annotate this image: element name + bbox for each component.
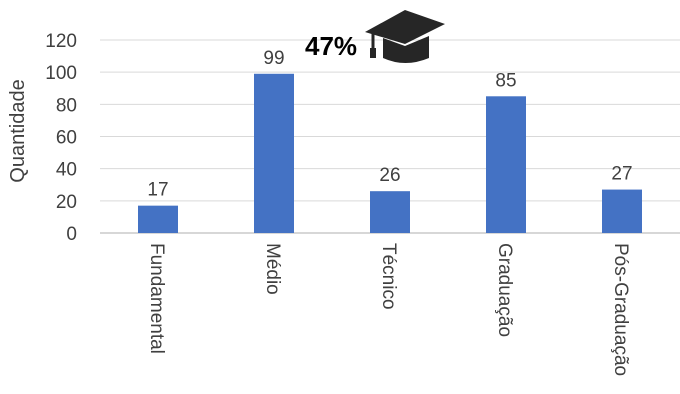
y-tick-label: 0 [66,224,77,245]
category-label: Pós-Graduação [610,243,631,376]
y-tick-label: 80 [56,95,77,116]
bar [138,205,178,233]
y-axis-label: Quantidade [7,79,29,182]
y-tick-label: 60 [56,128,77,149]
y-tick-label: 120 [45,31,77,52]
data-label: 26 [379,165,400,186]
category-label: Graduação [494,243,515,337]
y-tick-labels: 0 20 40 60 80 100 120 [45,31,77,245]
data-label: 27 [611,164,632,185]
gridlines [100,39,680,234]
bar [486,96,526,234]
category-label: Fundamental [146,243,167,354]
data-label: 99 [263,48,284,69]
bar [602,189,642,233]
bar [370,191,410,233]
data-label: 85 [495,70,516,91]
category-labels: Fundamental Médio Técnico Graduação Pós-Grad… [146,243,631,376]
bar [254,73,294,234]
bars [138,73,642,234]
y-tick-label: 20 [56,192,77,213]
category-label: Técnico [378,243,399,310]
data-label: 17 [147,180,168,201]
category-label: Médio [262,243,283,295]
y-tick-label: 40 [56,160,77,181]
graduation-cap-icon [365,10,445,63]
y-tick-label: 100 [45,63,77,84]
annotation-percent: 47% [305,31,357,61]
data-labels: 17 99 26 85 27 [147,48,632,201]
